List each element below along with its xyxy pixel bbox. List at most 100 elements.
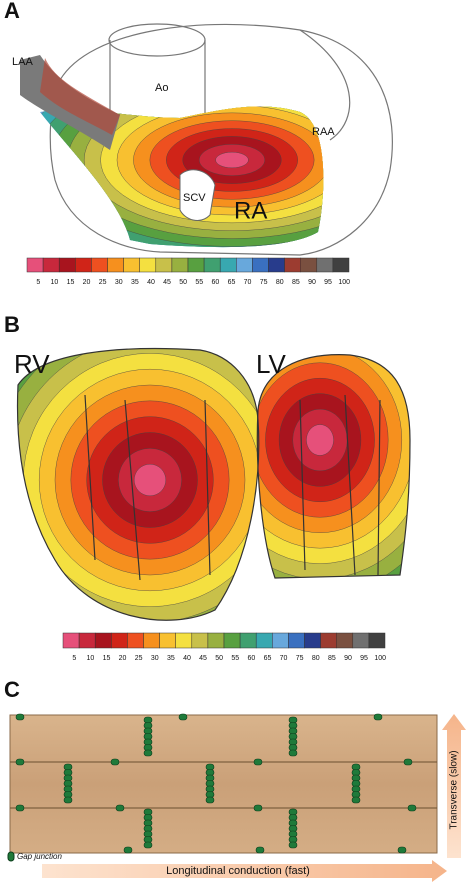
scale-swatch [272,632,289,649]
gap-junction [115,804,125,812]
gap-junction [15,713,25,721]
annotation: RV [14,349,50,379]
scale-swatch [127,632,144,649]
gap-junction [143,841,153,849]
isochrone [133,463,167,497]
scale-label: 70 [244,279,252,286]
scale-label: 5 [72,655,76,662]
scale-label: 10 [86,655,94,662]
scale-label: 30 [115,279,123,286]
gap-junction [63,791,73,798]
appendage-band [40,58,120,135]
gap-junction [288,727,298,735]
gap-junction [288,814,298,821]
scale-swatch [175,632,193,649]
gap-junction [143,819,153,827]
scale-label: 5 [36,279,40,286]
gap-junction [288,808,298,816]
arrow [42,860,447,882]
gap-junction [63,769,73,776]
scale-swatch [139,257,157,273]
annotation: LAA [12,56,33,68]
scale-swatch [236,257,253,273]
scale-swatch [368,632,386,649]
scale-swatch [332,257,350,273]
scale-swatch [203,257,221,273]
scale-swatch [223,632,241,649]
scale-label: 85 [292,279,300,286]
gap-junction [351,796,361,804]
scale-label: 80 [312,655,320,662]
annotation: RAA [312,126,335,138]
gap-junction [288,825,298,832]
gap-junction [143,744,153,751]
gap-junction [205,769,215,776]
gap-junction [288,841,298,849]
gap-junction [15,758,25,766]
scale-swatch [107,257,124,273]
gap-junction [143,749,153,757]
scale-label: 35 [131,279,139,286]
scale-swatch [159,632,176,649]
gap-junction [288,744,298,751]
scale-swatch [75,257,92,273]
gap-junction [407,804,417,812]
panel-label: A [4,0,20,23]
arrow [442,714,466,858]
gap-junction [253,804,263,812]
scale-label: 25 [99,279,107,286]
legend-icon [7,851,15,862]
scale-swatch [288,632,305,649]
gap-junction [143,836,153,843]
gap-junction [288,733,298,740]
scale-label: 55 [195,279,203,286]
gap-junction [253,758,263,766]
scale-swatch [62,632,80,649]
scale-swatch [123,257,140,273]
scale-swatch [94,632,112,649]
scale-label: 20 [119,655,127,662]
gap-junction [288,836,298,843]
scale-swatch [42,257,60,273]
gap-junction [143,733,153,740]
scale-swatch [316,257,334,273]
gap-junction [288,830,298,838]
scale-swatch [26,257,44,273]
gap-junction [205,780,215,787]
gap-junction [178,713,188,721]
gap-junction [63,785,73,793]
gap-junction [205,796,215,804]
gap-junction [373,713,383,721]
gap-junction [63,774,73,782]
scale-swatch [268,257,285,273]
scale-label: 90 [308,279,316,286]
scale-label: 50 [179,279,187,286]
scale-swatch [187,257,205,273]
scale-label: 15 [103,655,111,662]
gap-junction [397,846,407,854]
gap-junction [288,819,298,827]
panel-label: C [4,677,20,702]
gap-junction [123,846,133,854]
scale-label: 35 [167,655,175,662]
scale-label: 40 [147,279,155,286]
gap-junction [205,785,215,793]
scale-label: 70 [280,655,288,662]
scale-swatch [191,632,209,649]
gap-junction [288,738,298,746]
scale-label: 85 [328,655,336,662]
gap-junction [205,791,215,798]
scale-label: 45 [199,655,207,662]
scale-label: 60 [247,655,255,662]
scale-label: 80 [276,279,284,286]
gap-junction [63,780,73,787]
gap-junction [15,804,25,812]
gap-junction [351,785,361,793]
scale-swatch [239,632,257,649]
gap-junction [288,716,298,724]
scale-swatch [171,257,189,273]
scale-label: 25 [135,655,143,662]
gap-junction [143,808,153,816]
scale-label: 45 [163,279,171,286]
